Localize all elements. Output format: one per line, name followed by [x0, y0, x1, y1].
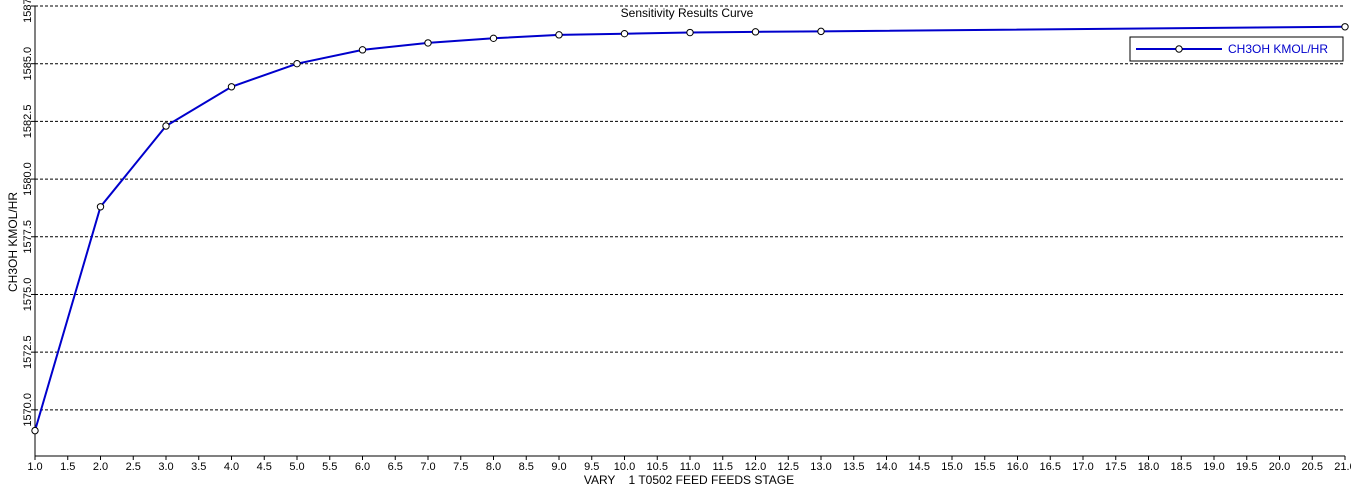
data-point [555, 31, 563, 39]
series-line [34, 25, 1346, 431]
data-point [162, 122, 170, 130]
data-point [358, 46, 367, 54]
y-tick-label: 1582.5 [22, 105, 34, 139]
x-tick-label: 2.0 [93, 461, 108, 473]
x-tick-label: 6.0 [355, 461, 370, 473]
data-point [293, 59, 301, 68]
x-tick-label: 14.0 [876, 461, 897, 473]
y-tick-label: 1575.0 [22, 278, 34, 312]
x-tick-label: 9.5 [584, 461, 599, 473]
x-tick-label: 3.0 [158, 461, 173, 473]
data-point [1341, 23, 1349, 31]
x-tick-label: 8.0 [486, 461, 501, 473]
data-point [424, 39, 432, 47]
data-point [751, 28, 760, 36]
x-tick-label: 18.0 [1138, 461, 1159, 473]
x-tick-label: 11.5 [712, 461, 733, 473]
x-tick-label: 16.5 [1040, 461, 1061, 473]
x-tick-label: 1.0 [27, 461, 42, 473]
x-tick-label: 21.0 [1334, 461, 1351, 473]
data-point [96, 203, 105, 211]
y-axis-label: CH3OH KMOL/HR [6, 192, 20, 292]
legend: CH3OH KMOL/HR [1129, 36, 1344, 62]
data-point [817, 27, 825, 36]
x-tick-label: 8.5 [519, 461, 534, 473]
x-tick-label: 4.0 [224, 461, 239, 473]
legend-label: CH3OH KMOL/HR [1228, 42, 1328, 56]
x-tick-label: 10.0 [614, 461, 635, 473]
x-tick-label: 6.5 [388, 461, 403, 473]
x-tick-label: 9.0 [551, 461, 566, 473]
y-tick-label: 1572.5 [22, 335, 34, 369]
x-tick-label: 7.0 [420, 461, 435, 473]
y-tick-label: 1587.5 [22, 0, 34, 23]
x-tick-label: 10.5 [647, 461, 668, 473]
x-tick-label: 16.0 [1007, 461, 1028, 473]
y-tick-label: 1570.0 [22, 393, 34, 427]
x-tick-labels: 1.0 1.5 2.0 2.5 3.0 3.5 4.0 4.5 5.0 5.5 6.0 6.5 7.0 7… [27, 461, 1351, 473]
data-point [620, 29, 629, 38]
x-tick-label: 18.5 [1171, 461, 1192, 473]
data-point [489, 34, 498, 43]
x-tick-label: 19.0 [1203, 461, 1224, 473]
x-tick-label: 4.5 [257, 461, 272, 473]
x-axis-label: VARY 1 T0502 FEED FEEDS STAGE [584, 473, 794, 487]
y-tick-label: 1580.0 [22, 162, 34, 196]
x-tick-label: 12.0 [745, 461, 766, 473]
x-tick-label: 7.5 [453, 461, 468, 473]
x-tick-label: 15.0 [941, 461, 962, 473]
data-point [31, 426, 39, 435]
x-tick-label: 17.5 [1105, 461, 1126, 473]
x-tick-label: 1.5 [60, 461, 75, 473]
x-tick-label: 12.5 [778, 461, 799, 473]
x-tick-label: 13.0 [810, 461, 831, 473]
x-tick-label: 20.5 [1302, 461, 1323, 473]
y-tick-label: 1577.5 [22, 220, 34, 254]
x-tick-label: 13.5 [843, 461, 864, 473]
y-tick-labels: 1570.0 1572.5 1575.0 1577.5 1580.0 1582.5 1585… [22, 0, 34, 427]
x-tick-label: 15.5 [974, 461, 995, 473]
x-tick-label: 20.0 [1269, 461, 1290, 473]
x-tick-label: 11.0 [680, 461, 701, 473]
data-point [686, 28, 694, 37]
data-point [227, 83, 236, 91]
chart-title: Sensitivity Results Curve [621, 6, 754, 20]
x-tick-label: 5.5 [322, 461, 337, 473]
y-tick-label: 1585.0 [22, 47, 34, 81]
legend-marker [1175, 45, 1183, 53]
series-layer [31, 23, 1349, 435]
x-tick-label: 19.5 [1236, 461, 1257, 473]
axes [31, 5, 1346, 460]
x-tick-label: 2.5 [126, 461, 141, 473]
grid-lines [35, 5, 1345, 411]
x-tick-label: 3.5 [191, 461, 206, 473]
x-tick-label: 14.5 [909, 461, 930, 473]
x-tick-label: 5.0 [289, 461, 304, 473]
x-tick-label: 17.0 [1072, 461, 1093, 473]
